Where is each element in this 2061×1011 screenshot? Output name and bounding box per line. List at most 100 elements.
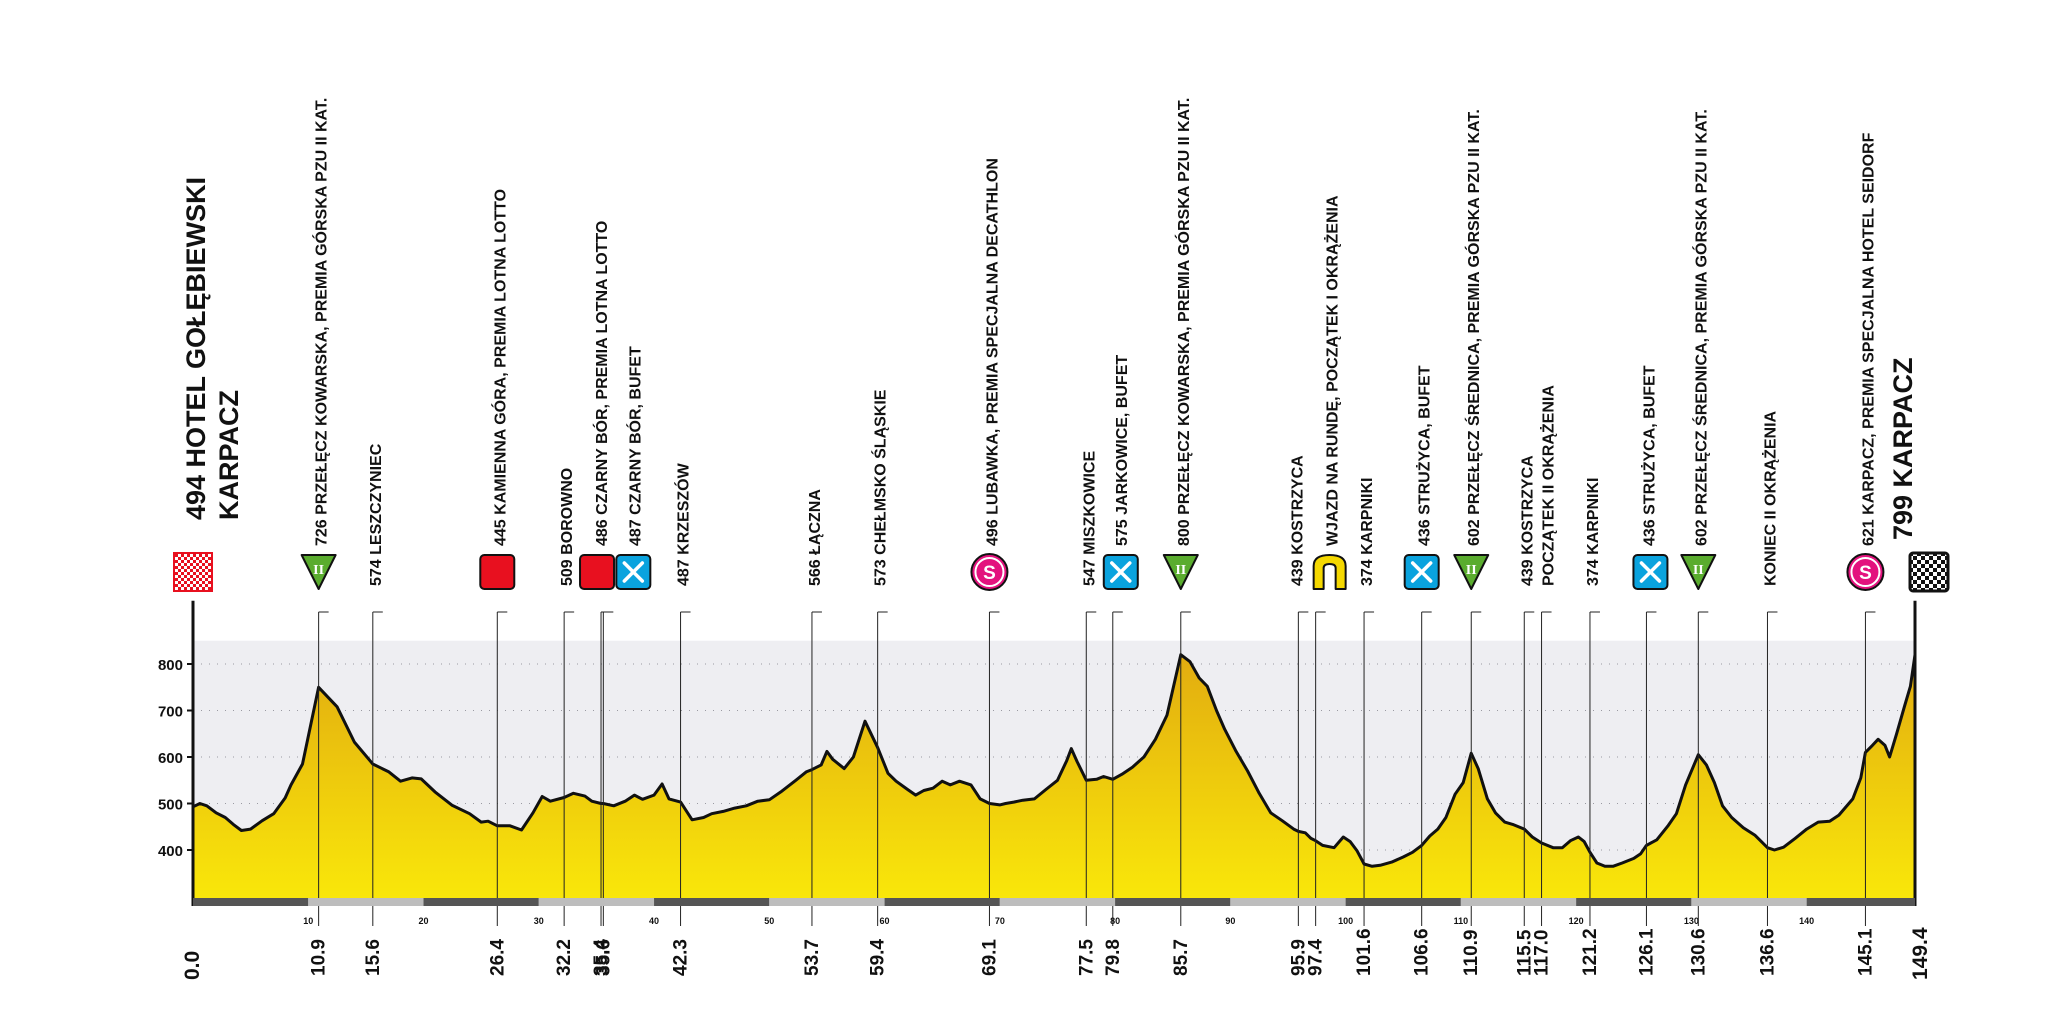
x-minor-tick-label: 20 xyxy=(419,916,429,926)
point-label-12: 575 JARKOWICE, BUFET xyxy=(1114,355,1131,546)
special-letter: S xyxy=(983,563,996,584)
triangle-shape xyxy=(300,554,337,590)
km-bar-segment xyxy=(423,898,539,906)
km-label-19: 115.5 xyxy=(1514,929,1535,976)
cutlery-glyph xyxy=(1410,561,1433,583)
mountain-cat2-icon: II xyxy=(300,554,337,590)
special-circle xyxy=(970,553,1009,591)
point-marker-lines xyxy=(318,611,1876,926)
km-bar-segment xyxy=(1115,898,1231,906)
cutlery-glyph xyxy=(1110,561,1132,583)
km-label-4: 32.2 xyxy=(554,939,575,976)
km-bar-segment xyxy=(538,898,655,906)
km-bar-segment xyxy=(654,898,770,906)
point-label-21: 374 KARPNIKI xyxy=(1585,478,1602,586)
x-minor-tick-label: 10 xyxy=(303,916,313,926)
km-label-7: 42.3 xyxy=(671,939,692,976)
km-label-20: 117.0 xyxy=(1532,930,1553,977)
start-label-line2: KARPACZ xyxy=(214,390,244,520)
point-label-20: POCZĄTEK II OKRĄŻENIA xyxy=(1540,385,1558,586)
km-label-8: 53.7 xyxy=(802,939,823,976)
special-prize-icon: S xyxy=(1846,553,1885,591)
x-minor-tick-label: 100 xyxy=(1338,916,1353,926)
km-label-3: 26.4 xyxy=(487,939,508,976)
triangle-shape xyxy=(1162,554,1199,590)
special-circle xyxy=(1846,553,1885,591)
km-label-10: 69.1 xyxy=(979,939,1000,976)
km-label-15: 97.4 xyxy=(1306,939,1327,976)
category-label: II xyxy=(1693,563,1704,578)
km-label-5: 35.4 xyxy=(591,939,612,976)
km-label-26: 149.4 xyxy=(1909,927,1932,980)
category-label: II xyxy=(1466,563,1477,578)
x-minor-tick-label: 130 xyxy=(1684,916,1699,926)
km-label-12: 79.8 xyxy=(1103,939,1124,976)
sprint-icon xyxy=(479,554,516,590)
km-label-11: 77.5 xyxy=(1076,939,1097,976)
point-label-3: 445 KAMIENNA GÓRA, PREMIA LOTNA LOTTO xyxy=(490,189,509,546)
km-label-14: 95.9 xyxy=(1288,939,1309,976)
point-label-10: 496 LUBAWKA, PREMIA SPECJALNA DECATHLON xyxy=(984,158,1001,546)
point-label-5: 486 CZARNY BÓR, PREMIA LOTNA LOTTO xyxy=(592,221,611,546)
km-bar-segment xyxy=(1345,898,1461,906)
mountain-cat2-icon: II xyxy=(1162,554,1199,590)
y-tick-label: 400 xyxy=(158,843,183,860)
km-label-16: 101.6 xyxy=(1354,928,1375,976)
point-label-15: WJAZD NA RUNDĘ, POCZĄTEK I OKRĄŻENIA xyxy=(1324,195,1342,546)
point-label-13: 800 PRZEŁĘCZ KOWARSKA, PREMIA GÓRSKA PZU… xyxy=(1174,98,1193,546)
km-label-21: 121.2 xyxy=(1580,928,1601,976)
x-minor-tick-label: 110 xyxy=(1454,916,1469,926)
km-bar-segment xyxy=(193,898,309,906)
km-label-6: 35.6 xyxy=(593,939,614,976)
x-minor-tick-label: 90 xyxy=(1225,916,1235,926)
km-label-25: 145.1 xyxy=(1855,928,1876,976)
elevation-fill xyxy=(193,654,1915,898)
point-label-17: 436 STRUŻYCA, BUFET xyxy=(1416,365,1434,546)
finish-flag-icon xyxy=(1908,551,1950,593)
start-flag-icon xyxy=(173,552,213,592)
loop-shape xyxy=(1312,554,1347,590)
triangle-shape xyxy=(1453,554,1490,590)
point-label-11: 547 MISZKOWICE xyxy=(1081,451,1098,586)
point-label-22: 436 STRUŻYCA, BUFET xyxy=(1640,365,1658,546)
km-bar-segment xyxy=(1691,898,1807,906)
feed-zone-icon xyxy=(615,554,652,590)
km-bar-segment xyxy=(884,898,1000,906)
point-label-18: 602 PRZEŁĘCZ ŚREDNICA, PREMIA GÓRSKA PZU… xyxy=(1464,109,1483,546)
x-minor-tick-label: 80 xyxy=(1110,916,1120,926)
triangle-shape xyxy=(1680,554,1717,590)
sprint-square xyxy=(579,554,616,590)
special-ring xyxy=(1850,557,1881,587)
x-minor-tick-label: 30 xyxy=(534,916,544,926)
point-label-19: 439 KOSTRZYCA xyxy=(1519,455,1536,586)
loop-icon xyxy=(1312,554,1347,590)
special-letter: S xyxy=(1859,563,1872,584)
x-minor-tick-label: 40 xyxy=(649,916,659,926)
x-minor-tick-label: 50 xyxy=(764,916,774,926)
start-flag-square xyxy=(173,552,213,592)
km-label-24: 136.6 xyxy=(1757,928,1778,976)
point-label-1: 726 PRZEŁĘCZ KOWARSKA, PREMIA GÓRSKA PZU… xyxy=(312,98,331,546)
km-label-23: 130.6 xyxy=(1688,928,1709,976)
point-label-9: 573 CHEŁMSKO ŚLĄSKIE xyxy=(871,389,890,586)
point-label-24: KONIEC II OKRĄŻENIA xyxy=(1761,410,1779,586)
y-tick-label: 700 xyxy=(158,704,183,721)
x-minor-tick-label: 70 xyxy=(995,916,1005,926)
sprint-square xyxy=(479,554,516,590)
feed-zone-icon xyxy=(1403,554,1440,590)
km-scale-bar: 10 20 30 40 50 60 70 80 90 100 110 120 130 140 xyxy=(193,898,1915,926)
start-label: 494 HOTEL GOŁĘBIEWSKI xyxy=(181,177,211,520)
point-label-25: 621 KARPACZ, PREMIA SPECJALNA HOTEL SEID… xyxy=(1860,132,1877,546)
km-bar-segment xyxy=(1576,898,1692,906)
km-label-9: 59.4 xyxy=(868,939,889,976)
km-bar-segment xyxy=(1230,898,1346,906)
y-tick-label: 500 xyxy=(158,797,183,814)
km-label-2: 15.6 xyxy=(363,939,384,976)
point-label-4: 509 BOROWNO xyxy=(559,468,576,586)
category-label: II xyxy=(313,563,324,578)
y-tick-label: 800 xyxy=(158,657,183,674)
point-label-16: 374 KARPNIKI xyxy=(1359,478,1376,586)
special-ring xyxy=(974,557,1005,587)
finish-label: 799 KARPACZ xyxy=(1888,357,1918,540)
